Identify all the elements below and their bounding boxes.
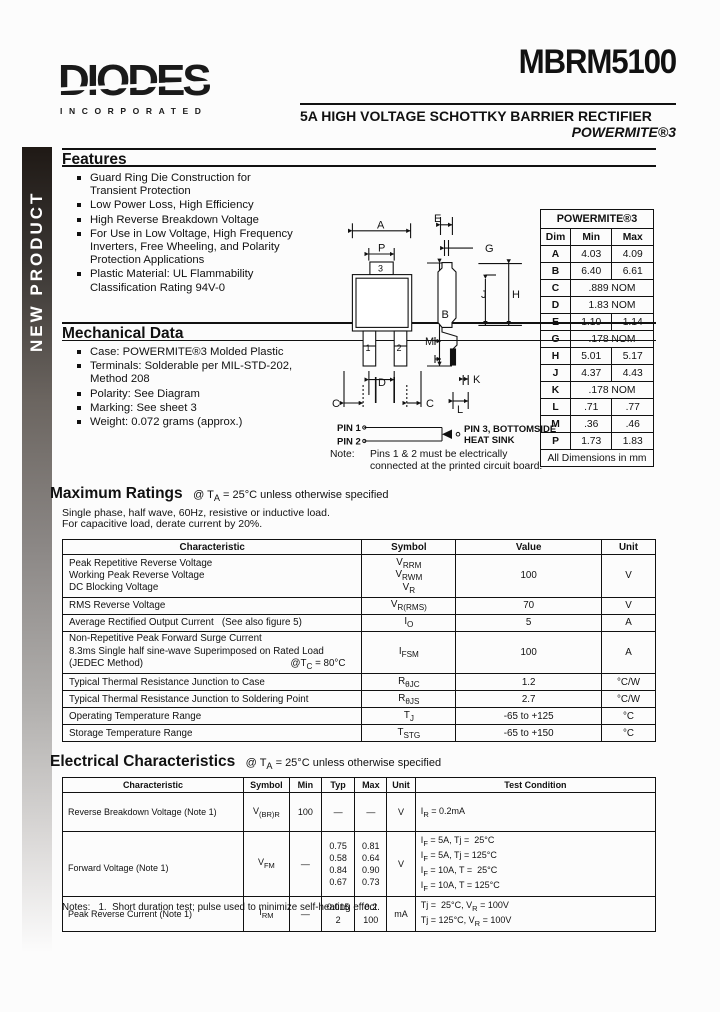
svg-text:G: G (485, 243, 494, 255)
svg-text:D: D (378, 377, 386, 389)
svg-text:Note:: Note: (330, 449, 355, 460)
svg-text:C: C (332, 398, 340, 410)
svg-text:M: M (425, 336, 434, 348)
svg-text:connected at the printed circu: connected at the printed circuit board. (370, 461, 542, 472)
svg-text:1: 1 (366, 343, 371, 353)
svg-text:K: K (473, 374, 481, 386)
svg-text:2: 2 (397, 343, 402, 353)
svg-text:B: B (442, 309, 449, 321)
svg-text:Pins 1 & 2 must be electricall: Pins 1 & 2 must be electrically (370, 449, 508, 460)
svg-text:H: H (512, 289, 520, 301)
svg-text:PIN 2: PIN 2 (337, 437, 361, 448)
svg-text:J: J (481, 289, 487, 301)
svg-text:DIODES: DIODES (58, 57, 210, 105)
svg-text:P: P (378, 243, 385, 255)
svg-text:E: E (434, 213, 441, 225)
svg-text:L: L (457, 404, 463, 416)
svg-text:PIN 3, BOTTOMSIDE: PIN 3, BOTTOMSIDE (464, 424, 556, 435)
svg-text:3: 3 (378, 264, 383, 274)
svg-text:HEAT SINK: HEAT SINK (464, 435, 515, 446)
svg-text:PIN 1: PIN 1 (337, 423, 361, 434)
svg-text:C: C (426, 398, 434, 410)
svg-text:A: A (377, 220, 385, 232)
